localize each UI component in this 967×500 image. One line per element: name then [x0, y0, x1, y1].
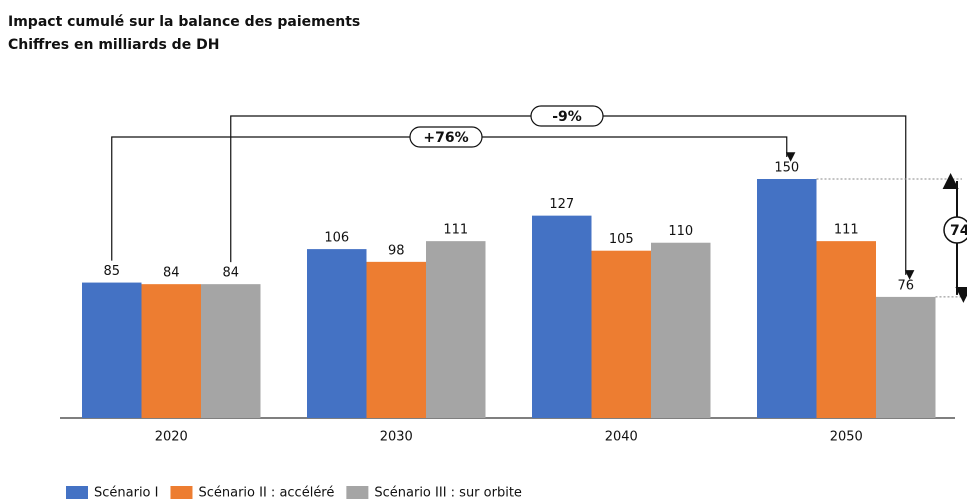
bar — [651, 242, 711, 418]
legend-label: Scénario I — [94, 486, 158, 500]
legend-swatch — [346, 486, 369, 499]
chart-subtitle: Chiffres en milliards de DH — [8, 37, 219, 53]
value-label: 150 — [774, 161, 799, 176]
value-label: 111 — [443, 223, 468, 238]
annotation: -9% — [552, 109, 582, 125]
bar — [201, 284, 261, 418]
legend-label: Scénario II : accéléré — [198, 486, 334, 500]
bar — [757, 179, 817, 418]
bar — [876, 296, 936, 418]
bar — [816, 241, 876, 418]
value-label: 106 — [324, 231, 349, 246]
legend-swatch — [170, 486, 193, 499]
value-label: 76 — [897, 278, 914, 293]
legend-label: Scénario III : sur orbite — [374, 486, 522, 500]
annotation-circle — [943, 216, 967, 244]
value-label: 84 — [163, 266, 180, 281]
bar — [426, 241, 486, 418]
value-label: 84 — [222, 266, 239, 281]
value-label: 110 — [668, 224, 693, 239]
bar — [307, 249, 367, 418]
bar — [82, 282, 142, 418]
x-tick-label: 2030 — [380, 430, 413, 445]
value-label: 127 — [549, 197, 574, 212]
x-tick-label: 2050 — [830, 430, 863, 445]
value-label: 105 — [609, 232, 634, 247]
value-label: 98 — [388, 243, 405, 258]
value-label: 111 — [834, 223, 859, 238]
x-tick-label: 2020 — [155, 430, 188, 445]
value-label: 85 — [103, 264, 120, 279]
annotation-pill — [409, 126, 483, 148]
legend-swatch — [66, 486, 88, 499]
annotation: 74 — [950, 223, 967, 239]
chart-title: Impact cumulé sur la balance des paiemen… — [8, 14, 360, 30]
bar — [366, 261, 426, 418]
annotation: +76% — [423, 130, 468, 146]
bar — [591, 250, 651, 418]
bar — [532, 215, 592, 418]
x-tick-label: 2040 — [605, 430, 638, 445]
annotation-pill — [530, 105, 604, 127]
bar — [141, 284, 201, 418]
